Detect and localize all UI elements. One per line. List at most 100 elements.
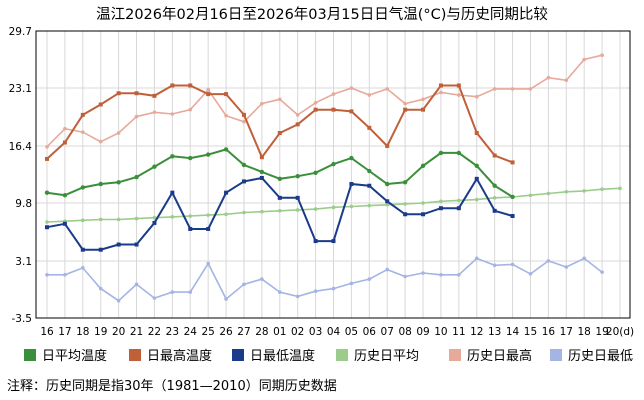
data-point [510, 87, 515, 91]
x-tick-label: 03 [309, 326, 322, 338]
data-point [241, 112, 246, 117]
y-tick-label: 29.7 [9, 26, 32, 38]
data-point [242, 282, 246, 287]
data-point [313, 289, 318, 294]
legend-swatch [336, 348, 348, 361]
data-point [152, 215, 157, 220]
data-point [456, 83, 461, 88]
data-point [331, 286, 336, 291]
legend-label: 历史日最低 [568, 349, 634, 364]
x-tick-label: 16 [542, 326, 556, 338]
data-point [242, 210, 246, 215]
data-point [259, 155, 264, 160]
y-tick-label: 16.4 [9, 141, 33, 153]
data-point [98, 247, 103, 252]
data-point [510, 262, 515, 267]
x-tick-label: 17 [560, 326, 573, 338]
data-point [277, 176, 282, 182]
x-tick-label: 19 [94, 326, 107, 338]
data-point [152, 93, 157, 98]
data-point [62, 193, 68, 198]
data-point [295, 195, 300, 200]
data-point [152, 220, 157, 225]
data-point [528, 272, 533, 276]
data-point [367, 93, 372, 97]
legend-swatch [449, 348, 461, 361]
data-point [349, 86, 354, 90]
data-point [492, 196, 497, 200]
data-point [385, 181, 390, 187]
x-tick-label: 19 [595, 326, 608, 338]
data-point [510, 213, 515, 218]
data-point [80, 247, 85, 252]
data-point [403, 107, 408, 112]
x-tick-label: 15 [524, 326, 537, 338]
x-tick-label: 06 [363, 326, 377, 338]
data-point [367, 183, 372, 188]
data-point [510, 160, 515, 165]
data-point [62, 221, 67, 226]
legend-swatch [129, 348, 141, 361]
data-point [188, 226, 193, 231]
data-point [457, 272, 461, 277]
data-point [385, 267, 390, 272]
data-point [421, 271, 425, 275]
data-point [152, 110, 157, 115]
data-point [44, 190, 50, 195]
chart-legend: 日平均温度 日最高温度 日最低温度 历史日平均 历史日最高 历史日最低 [0, 345, 644, 367]
x-tick-label: 13 [488, 326, 501, 338]
x-tick-label: 09 [416, 326, 429, 338]
data-point [528, 193, 533, 198]
y-tick-label: 3.1 [15, 256, 32, 268]
data-point [349, 109, 354, 114]
legend-item: 历史日最高 [449, 345, 532, 364]
series-line-6 [47, 257, 603, 302]
data-point [224, 212, 228, 217]
data-point [206, 87, 210, 92]
legend-item: 日平均温度 [24, 345, 107, 364]
legend-label: 日最高温度 [147, 349, 213, 364]
data-point [564, 189, 569, 194]
data-point [313, 207, 318, 211]
data-point [421, 212, 426, 217]
data-point [134, 174, 139, 180]
plot-frame [35, 30, 631, 319]
data-point [259, 169, 265, 175]
data-point [188, 155, 193, 161]
data-point [241, 162, 247, 168]
data-point [188, 214, 193, 218]
data-point [385, 143, 390, 148]
data-point [385, 202, 390, 207]
x-tick-label: 02 [291, 326, 304, 338]
data-point [439, 90, 443, 95]
data-point [260, 101, 264, 106]
data-point [421, 201, 425, 205]
data-point [206, 226, 211, 231]
data-point [439, 272, 443, 277]
data-point [295, 113, 300, 117]
data-point [367, 203, 372, 208]
data-point [62, 140, 67, 145]
data-point [367, 277, 372, 281]
data-point [134, 282, 139, 287]
x-tick-label: 16 [40, 326, 54, 338]
legend-label: 历史日平均 [354, 349, 420, 364]
data-point [546, 75, 551, 80]
data-point [600, 270, 604, 274]
data-point [582, 256, 586, 261]
data-point [170, 190, 175, 195]
data-point [224, 297, 228, 301]
data-point [188, 107, 193, 112]
data-point [188, 83, 193, 88]
data-point [313, 100, 318, 105]
y-tick-label: 23.1 [9, 83, 32, 95]
data-point [456, 150, 462, 156]
data-point [492, 183, 497, 188]
x-tick-label: 18 [76, 326, 89, 338]
data-point [80, 185, 86, 190]
data-point [45, 145, 49, 149]
data-point [277, 209, 282, 213]
data-point [224, 113, 228, 118]
x-tick-label: 14 [506, 326, 520, 338]
data-point [170, 215, 175, 219]
